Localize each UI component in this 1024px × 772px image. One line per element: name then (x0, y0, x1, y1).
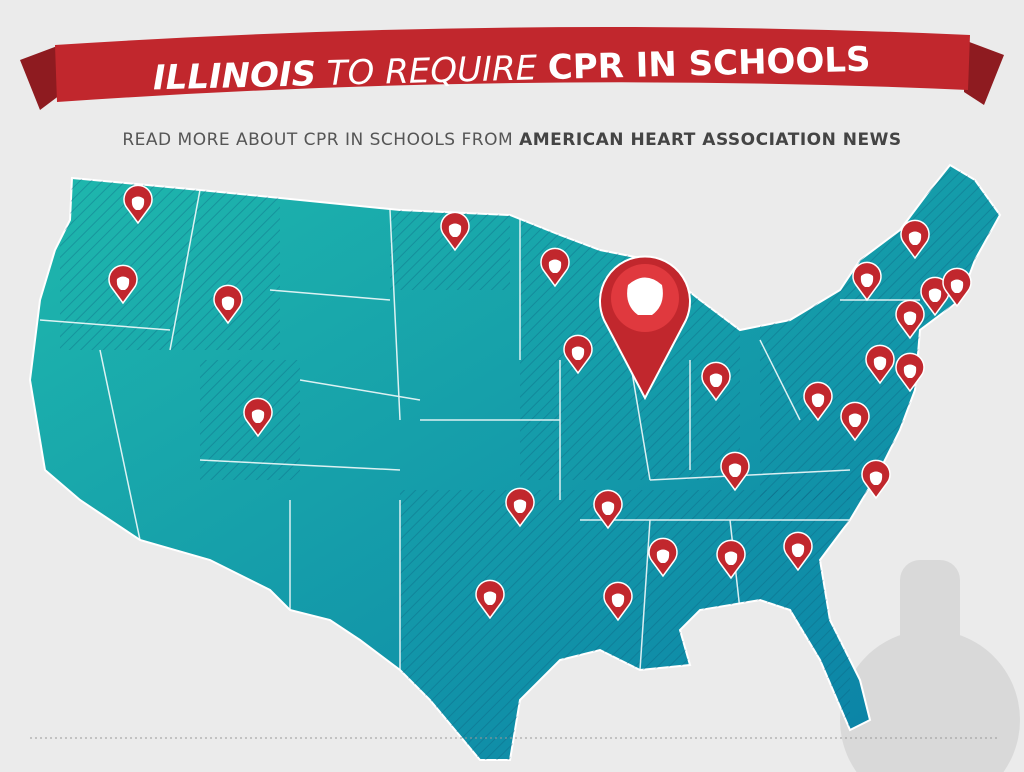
pin (648, 537, 678, 578)
pin (852, 261, 882, 302)
pin (942, 267, 972, 308)
banner-lead: ILLINOIS (152, 54, 316, 98)
banner-tail: CPR IN SCHOOLS (547, 40, 871, 88)
state-pins (108, 184, 972, 622)
pin (783, 531, 813, 572)
pin (716, 539, 746, 580)
pin (861, 459, 891, 500)
pin (900, 219, 930, 260)
pin (720, 451, 750, 492)
pin (701, 361, 731, 402)
pin (895, 352, 925, 393)
pin (593, 489, 623, 530)
pin (840, 401, 870, 442)
logo-watermark (840, 560, 1020, 772)
pin (803, 381, 833, 422)
pin (505, 487, 535, 528)
subtitle-text: READ MORE ABOUT CPR IN SCHOOLS FROM (122, 130, 514, 150)
pin (563, 334, 593, 375)
pin (603, 581, 633, 622)
pin (440, 211, 470, 252)
illinois-pin (599, 255, 691, 401)
news-link[interactable]: AMERICAN HEART ASSOCIATION NEWS (519, 130, 902, 150)
subtitle: READ MORE ABOUT CPR IN SCHOOLS FROM AMER… (0, 130, 1024, 150)
pin (243, 397, 273, 438)
pin (475, 579, 505, 620)
svg-text:ILLINOIS TO REQUIRE: ILLINOIS TO REQUIRE CPR IN SCHOOLS (152, 40, 870, 99)
pin (213, 284, 243, 325)
title-banner: ILLINOIS TO REQUIRE CPR IN SCHOOLS (20, 27, 1004, 110)
pin (540, 247, 570, 288)
pin (865, 344, 895, 385)
pin (895, 299, 925, 340)
pin (123, 184, 153, 225)
banner-middle: TO REQUIRE (326, 48, 538, 94)
pin (108, 264, 138, 305)
